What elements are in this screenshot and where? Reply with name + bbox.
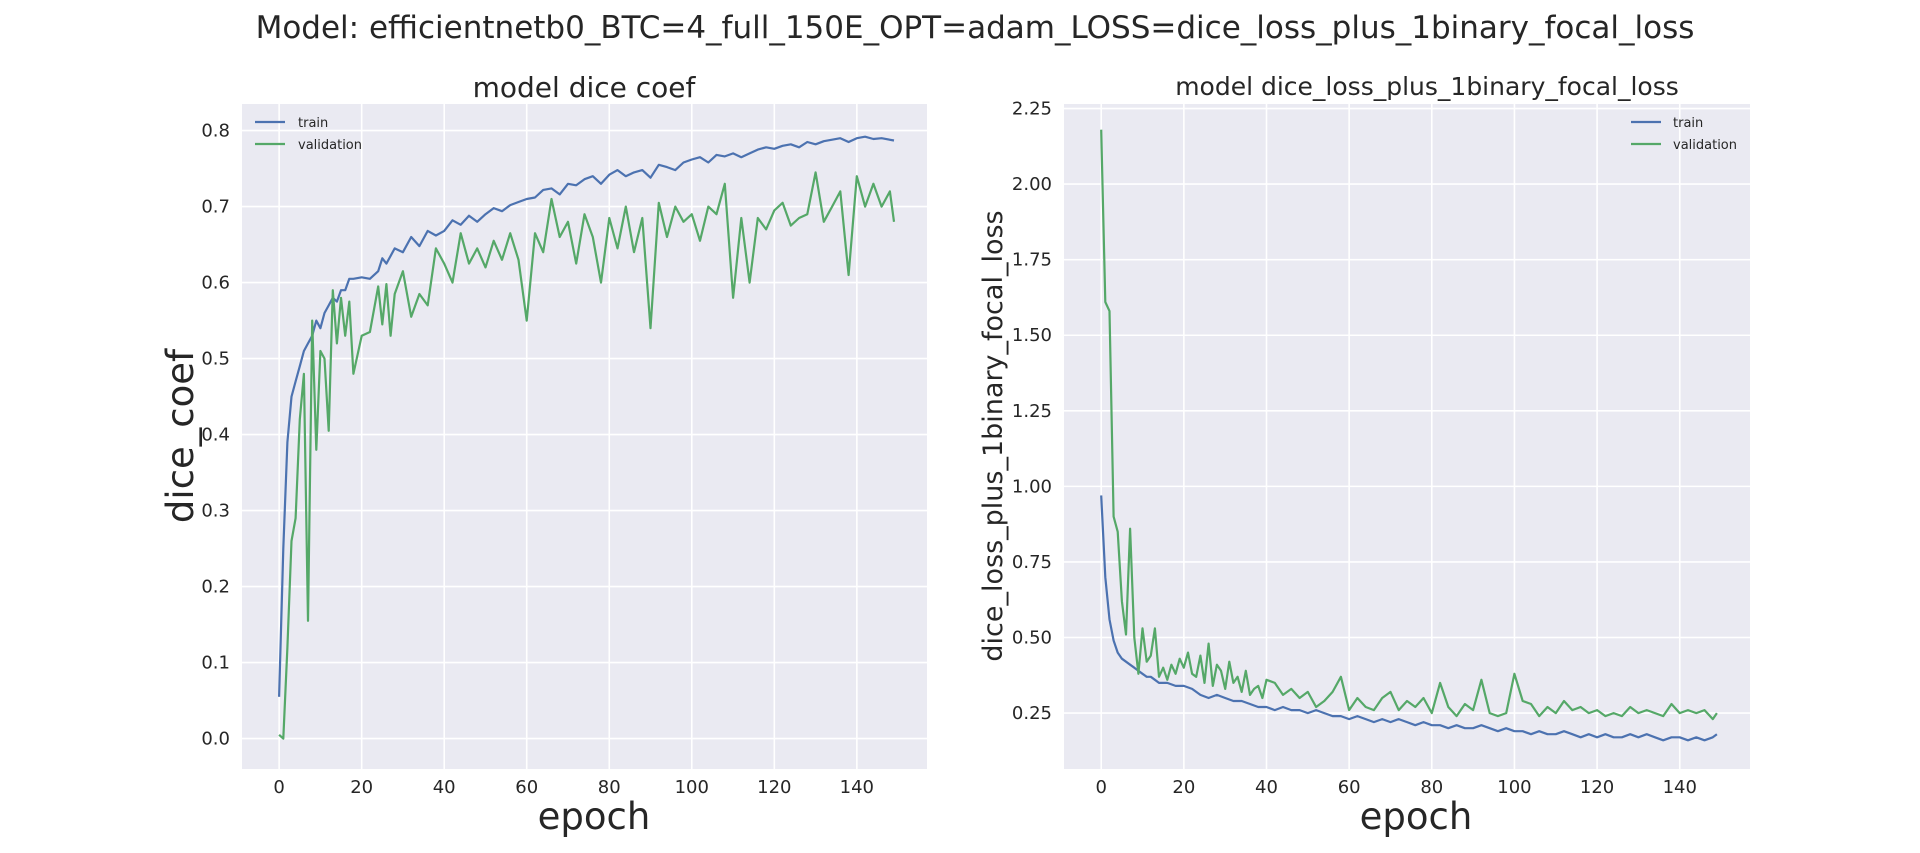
x-tick-label: 40 bbox=[433, 777, 456, 798]
y-tick-label: 0.4 bbox=[201, 425, 230, 446]
x-axis-label: epoch bbox=[538, 795, 651, 838]
chart-loss: 0 20 40 60 80 100 120 140 0.25 0.50 0.75 1.00 1.25 1… bbox=[978, 72, 1750, 838]
series-lines bbox=[278, 135, 896, 740]
x-tick-label: 60 bbox=[515, 777, 538, 798]
y-tick-label: 0.0 bbox=[201, 729, 230, 750]
series-line-validation bbox=[1100, 129, 1718, 721]
y-axis-label: dice_loss_plus_1binary_focal_loss bbox=[978, 210, 1009, 661]
y-tick-label: 0.2 bbox=[201, 577, 230, 598]
x-tick-label: 20 bbox=[1172, 777, 1195, 798]
legend: train validation bbox=[255, 116, 362, 153]
y-tick-label: 2.25 bbox=[1012, 99, 1052, 120]
plot-area-loss bbox=[1064, 104, 1750, 769]
y-tick-label: 0.50 bbox=[1012, 628, 1052, 649]
x-tick-label: 120 bbox=[1580, 777, 1614, 798]
x-tick-label: 120 bbox=[757, 777, 791, 798]
x-tick-label: 100 bbox=[675, 777, 709, 798]
series-line-train bbox=[1100, 495, 1718, 742]
x-tick-label: 20 bbox=[350, 777, 373, 798]
y-tick-label: 0.3 bbox=[201, 501, 230, 522]
y-tick-label: 1.75 bbox=[1012, 250, 1052, 271]
chart-dice-coef: 0 20 40 60 80 100 120 140 0.0 0.1 0.2 0.3 0.4 0.5 0.6… bbox=[159, 71, 927, 838]
y-tick-label: 0.8 bbox=[201, 121, 230, 142]
x-tick-label: 0 bbox=[1095, 777, 1106, 798]
series-line-validation bbox=[278, 171, 896, 740]
x-tick-label: 80 bbox=[1420, 777, 1443, 798]
x-tick-label: 40 bbox=[1255, 777, 1278, 798]
x-tick-label: 140 bbox=[840, 777, 874, 798]
y-tick-label: 0.6 bbox=[201, 273, 230, 294]
y-tick-label: 1.00 bbox=[1012, 476, 1052, 497]
plot-area-dice-coef bbox=[242, 104, 927, 769]
chart-title: model dice_loss_plus_1binary_focal_loss bbox=[1175, 72, 1679, 101]
y-tick-label: 0.25 bbox=[1012, 703, 1052, 724]
x-tick-labels: 0 20 40 60 80 100 120 140 bbox=[1095, 777, 1696, 798]
y-tick-label: 0.5 bbox=[201, 349, 230, 370]
y-tick-label: 0.7 bbox=[201, 197, 230, 218]
legend: train validation bbox=[1631, 116, 1737, 153]
figure-suptitle: Model: efficientnetb0_BTC=4_full_150E_OP… bbox=[256, 10, 1695, 46]
chart-title: model dice coef bbox=[473, 71, 697, 104]
y-tick-label: 1.50 bbox=[1012, 325, 1052, 346]
y-tick-label: 0.1 bbox=[201, 653, 230, 674]
y-tick-labels: 0.0 0.1 0.2 0.3 0.4 0.5 0.6 0.7 0.8 bbox=[201, 121, 230, 750]
series-lines bbox=[1100, 129, 1718, 742]
y-axis-label: dice_coef bbox=[159, 348, 202, 523]
legend-label-train: train bbox=[298, 116, 328, 131]
legend-label-validation: validation bbox=[298, 138, 362, 153]
y-tick-label: 2.00 bbox=[1012, 174, 1052, 195]
y-tick-label: 1.25 bbox=[1012, 401, 1052, 422]
series-line-train bbox=[278, 135, 895, 697]
y-tick-label: 0.75 bbox=[1012, 552, 1052, 573]
x-tick-label: 60 bbox=[1338, 777, 1361, 798]
y-tick-labels: 0.25 0.50 0.75 1.00 1.25 1.50 1.75 2.00 2.25 bbox=[1012, 99, 1052, 725]
x-tick-labels: 0 20 40 60 80 100 120 140 bbox=[273, 777, 874, 798]
legend-label-validation: validation bbox=[1673, 138, 1737, 153]
grid-lines bbox=[1064, 104, 1750, 769]
x-tick-label: 0 bbox=[273, 777, 284, 798]
x-tick-label: 100 bbox=[1497, 777, 1531, 798]
legend-label-train: train bbox=[1673, 116, 1703, 131]
x-tick-label: 80 bbox=[598, 777, 621, 798]
x-tick-label: 140 bbox=[1663, 777, 1697, 798]
x-axis-label: epoch bbox=[1360, 795, 1473, 838]
